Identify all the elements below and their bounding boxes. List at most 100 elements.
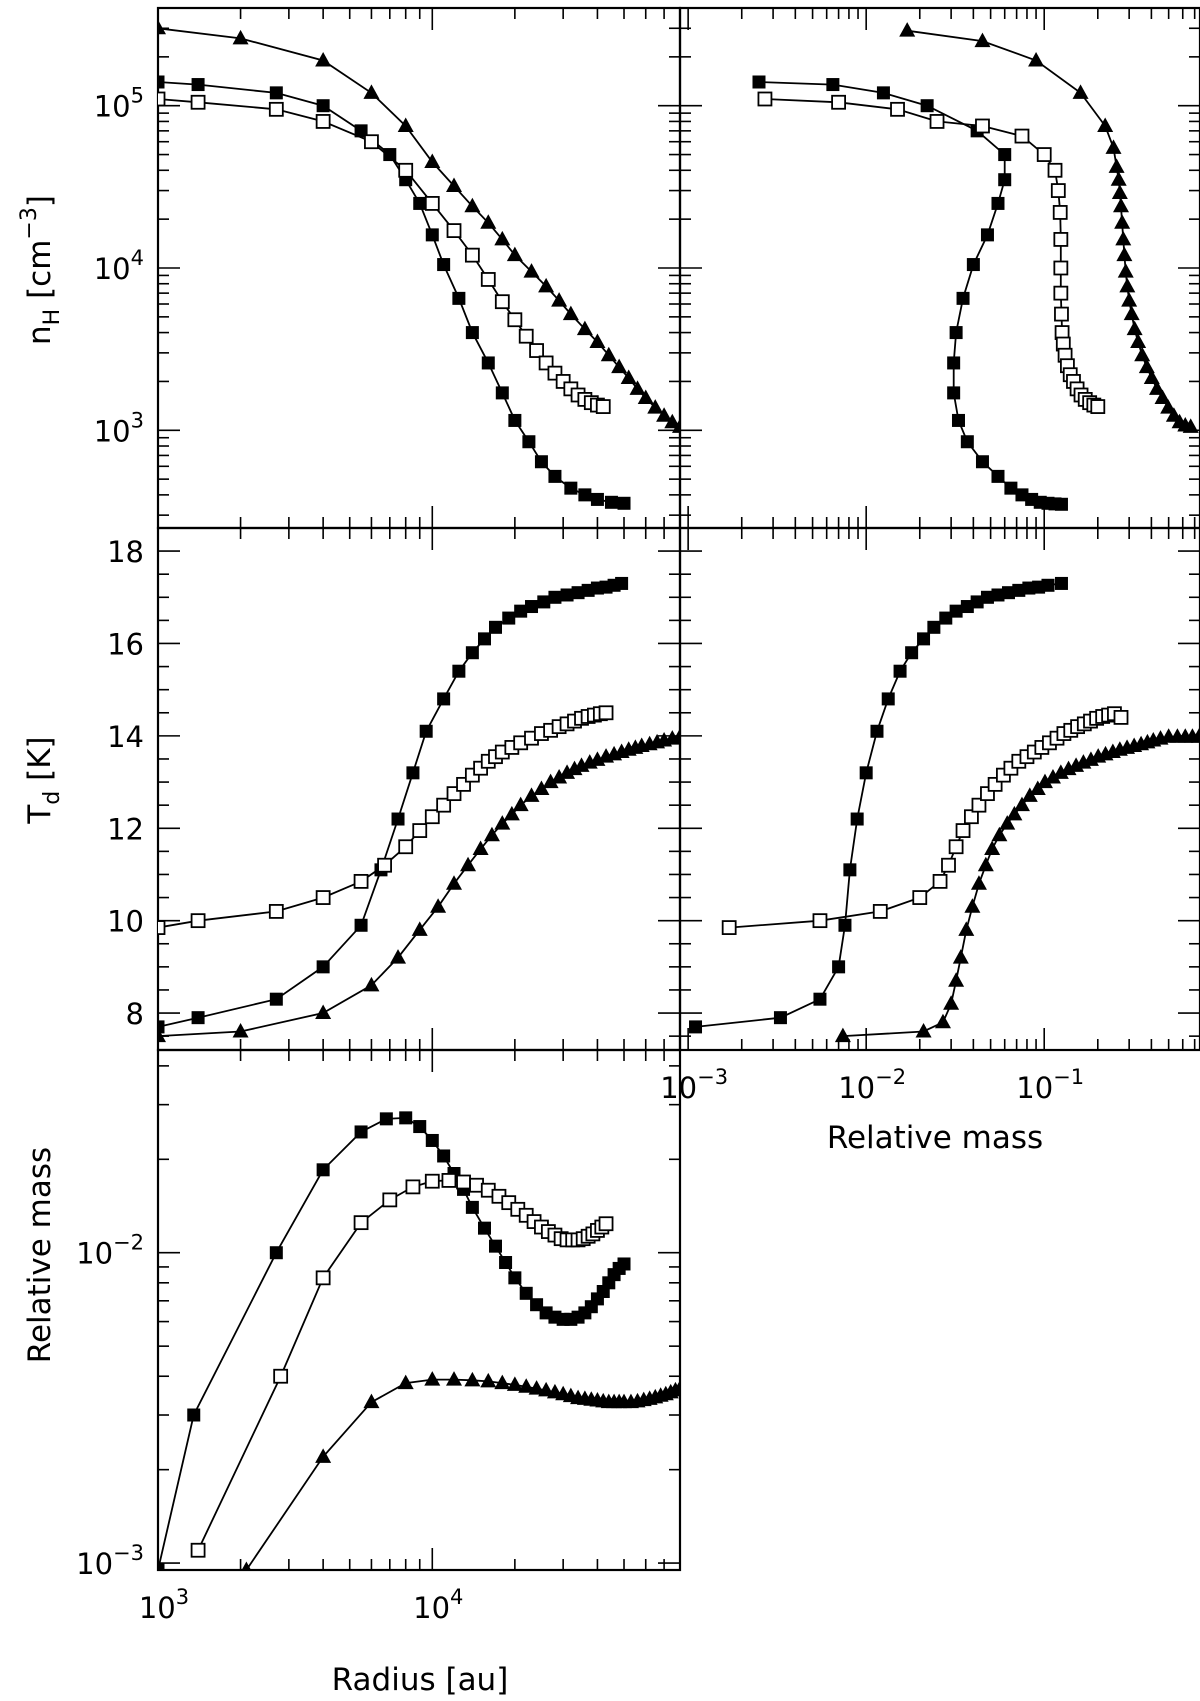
marker-filled-triangle xyxy=(397,117,414,132)
marker-filled-square xyxy=(980,590,994,604)
marker-open-square xyxy=(518,328,534,344)
marker-filled-triangle xyxy=(664,413,680,429)
panel-mass-vs-radius: 10−3 10−2 103 104 xyxy=(76,1048,682,1625)
marker-open-square xyxy=(382,1192,398,1208)
nh-axis-title-exp: −3 xyxy=(17,207,42,239)
marker-open-square xyxy=(932,873,948,889)
marker-filled-square xyxy=(548,469,562,483)
marker-filled-square xyxy=(1054,497,1068,511)
marker-open-square xyxy=(598,705,614,721)
marker-filled-triangle xyxy=(1138,358,1155,374)
marker-filled-square xyxy=(437,258,451,272)
marker-filled-triangle xyxy=(1044,768,1061,784)
marker-filled-triangle xyxy=(1134,346,1151,362)
y-tick-label: 16 xyxy=(107,627,144,661)
panel-nh-vs-radius: 103 104 105 xyxy=(94,6,682,530)
series-line-filled-square xyxy=(158,1116,625,1570)
panel-frame-td-vs-radius xyxy=(156,526,682,1052)
marker-open-square xyxy=(598,1216,614,1232)
marker-filled-triangle xyxy=(1052,764,1069,779)
marker-filled-triangle xyxy=(1097,117,1114,132)
marker-filled-triangle xyxy=(464,197,481,213)
marker-filled-square xyxy=(522,435,536,449)
x-tick-label: 10−3 xyxy=(660,1065,728,1105)
marker-filled-square xyxy=(1012,583,1026,597)
marker-filled-triangle xyxy=(232,1023,249,1038)
marker-filled-square xyxy=(917,632,931,646)
marker-open-square xyxy=(595,399,611,414)
marker-filled-triangle xyxy=(494,1374,511,1390)
marker-filled-square xyxy=(617,1257,631,1271)
marker-filled-triangle xyxy=(629,380,646,395)
marker-filled-triangle xyxy=(1117,263,1134,278)
marker-filled-triangle xyxy=(506,246,523,262)
marker-filled-triangle xyxy=(424,153,441,168)
marker-filled-square xyxy=(419,724,433,738)
marker-filled-triangle xyxy=(483,826,500,842)
marker-filled-square xyxy=(158,1563,165,1570)
marker-filled-square xyxy=(354,918,368,932)
marker-filled-triangle xyxy=(611,358,628,374)
marker-filled-triangle xyxy=(446,1371,463,1386)
marker-filled-square xyxy=(689,1020,703,1034)
panel-nh-vs-mass xyxy=(678,6,1200,530)
series-line-filled-square xyxy=(758,81,1062,506)
marker-filled-triangle xyxy=(1006,805,1023,821)
marker-filled-triangle xyxy=(506,1376,523,1391)
marker-open-square xyxy=(424,809,440,825)
marker-filled-triangle xyxy=(834,1027,851,1043)
marker-filled-triangle xyxy=(551,292,568,307)
marker-filled-triangle xyxy=(1148,380,1165,395)
marker-filled-square xyxy=(502,611,516,625)
marker-open-square xyxy=(964,809,979,825)
marker-filled-triangle xyxy=(977,856,994,872)
series-group-td-vs-radius xyxy=(158,576,680,1043)
panel-td-vs-mass: 10−3 10−2 10−1 xyxy=(660,526,1200,1105)
series-line-filled-square xyxy=(158,582,622,1028)
marker-filled-triangle xyxy=(390,949,407,964)
marker-open-square xyxy=(158,920,166,935)
marker-open-square xyxy=(721,920,737,935)
marker-filled-square xyxy=(465,646,479,660)
marker-filled-triangle xyxy=(494,815,511,830)
panel-td-vs-radius: 8 10 12 14 16 18 xyxy=(107,526,682,1052)
marker-open-square xyxy=(398,839,414,855)
marker-filled-square xyxy=(1004,481,1018,495)
marker-filled-triangle xyxy=(948,972,965,987)
marker-filled-triangle xyxy=(241,1561,252,1570)
marker-open-square xyxy=(1053,260,1069,276)
series-group-nh-vs-radius xyxy=(158,19,680,510)
marker-filled-triangle xyxy=(1113,197,1130,213)
marker-filled-triangle xyxy=(943,995,960,1010)
marker-open-square xyxy=(424,1173,440,1189)
marker-filled-square xyxy=(406,766,420,780)
marker-filled-triangle xyxy=(1123,305,1140,321)
marker-filled-triangle xyxy=(411,921,428,936)
marker-filled-square xyxy=(617,496,631,510)
marker-filled-square xyxy=(316,1163,330,1177)
y-tick-label: 103 xyxy=(94,408,144,448)
marker-open-square xyxy=(436,797,452,813)
marker-filled-triangle xyxy=(559,764,576,779)
marker-filled-triangle xyxy=(647,399,664,414)
marker-filled-square xyxy=(425,228,439,242)
marker-filled-square xyxy=(571,586,585,600)
marker-open-square xyxy=(975,118,990,134)
marker-filled-triangle xyxy=(512,796,529,812)
marker-filled-square xyxy=(379,1112,393,1126)
marker-filled-triangle xyxy=(974,32,991,48)
y-tick-label: 10−2 xyxy=(76,1231,144,1271)
marker-open-square xyxy=(1053,232,1069,247)
marker-filled-square xyxy=(477,1221,491,1235)
marker-filled-square xyxy=(560,588,574,602)
marker-filled-triangle xyxy=(600,346,617,362)
marker-filled-triangle xyxy=(538,277,555,293)
marker-filled-square xyxy=(519,1286,533,1300)
marker-filled-triangle xyxy=(446,875,463,890)
marker-filled-triangle xyxy=(576,320,593,336)
nh-axis-title: nH [cm−3] xyxy=(17,195,65,345)
marker-open-square xyxy=(1090,399,1106,414)
marker-filled-triangle xyxy=(480,1372,497,1388)
marker-filled-triangle xyxy=(952,949,969,964)
marker-filled-triangle xyxy=(915,1023,932,1038)
